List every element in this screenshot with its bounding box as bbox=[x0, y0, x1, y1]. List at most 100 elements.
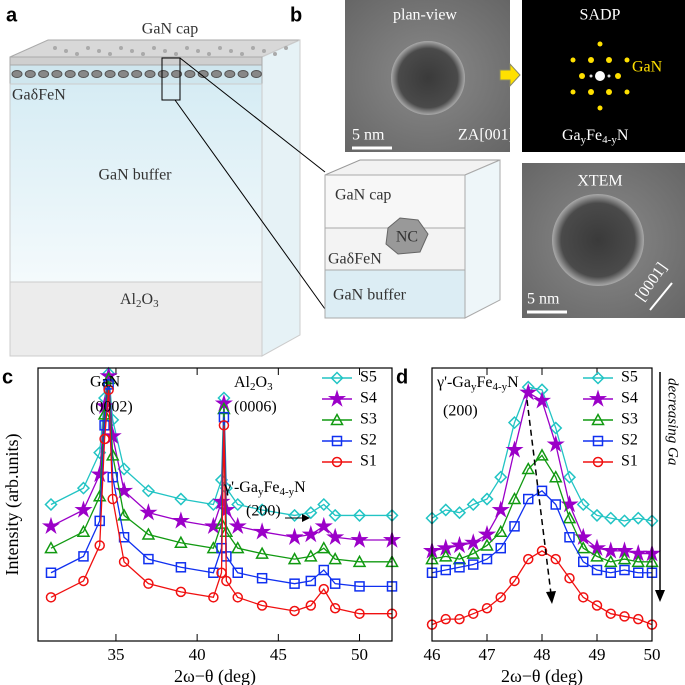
layer-label: GaN cap bbox=[142, 21, 198, 38]
marker bbox=[536, 545, 548, 557]
spot bbox=[624, 57, 630, 63]
marker bbox=[605, 567, 616, 578]
cap-dot bbox=[240, 52, 244, 56]
arrow bbox=[499, 62, 521, 88]
spot bbox=[606, 89, 612, 95]
marker bbox=[590, 549, 604, 562]
marker bbox=[232, 592, 243, 603]
marker bbox=[288, 508, 302, 522]
nanocrystal bbox=[197, 70, 209, 78]
marker bbox=[255, 546, 269, 559]
spot bbox=[606, 57, 612, 63]
cap-layer bbox=[324, 174, 466, 229]
nanocrystal bbox=[385, 217, 429, 255]
marker bbox=[354, 581, 365, 592]
marker bbox=[317, 541, 331, 554]
text-part: N bbox=[617, 127, 629, 144]
marker bbox=[329, 602, 341, 614]
block-side bbox=[464, 159, 501, 319]
x-tick-label: 47 bbox=[479, 645, 497, 664]
panel-label: a bbox=[6, 4, 18, 26]
marker bbox=[256, 600, 268, 611]
cap-dot bbox=[262, 49, 266, 53]
x-tick-label: 40 bbox=[189, 645, 206, 664]
marker bbox=[519, 383, 538, 401]
marker bbox=[103, 426, 122, 444]
series-line bbox=[431, 550, 653, 626]
text-part: N bbox=[294, 479, 306, 496]
marker bbox=[631, 511, 645, 525]
legend-marker bbox=[588, 389, 608, 407]
legend-label: S4 bbox=[360, 390, 377, 407]
marker bbox=[535, 448, 549, 461]
marker bbox=[329, 578, 341, 589]
marker bbox=[117, 508, 131, 521]
marker bbox=[468, 608, 479, 619]
text-part: Fe bbox=[586, 127, 602, 144]
marker bbox=[509, 521, 520, 532]
marker bbox=[141, 484, 155, 498]
marker bbox=[305, 600, 317, 611]
legend-marker bbox=[592, 456, 604, 468]
marker bbox=[141, 527, 156, 540]
nanocrystal-row bbox=[11, 46, 288, 78]
legend-label: S4 bbox=[621, 390, 638, 407]
legend-label: S2 bbox=[360, 432, 377, 449]
marker bbox=[228, 516, 247, 535]
layer-label: NC bbox=[396, 229, 418, 246]
nanocrystal bbox=[211, 70, 222, 78]
cap-dot bbox=[185, 46, 189, 50]
side-face bbox=[261, 39, 301, 357]
cap-dot bbox=[251, 46, 255, 50]
marker bbox=[633, 613, 644, 625]
nanocrystal bbox=[131, 70, 143, 78]
nanocrystal bbox=[51, 70, 63, 78]
plot-frame bbox=[37, 367, 393, 642]
cap-dot bbox=[108, 52, 112, 56]
marker bbox=[74, 500, 93, 518]
marker bbox=[523, 553, 534, 565]
y-axis-title: Intensity (arb.units) bbox=[2, 434, 23, 576]
marker bbox=[139, 503, 158, 521]
marker bbox=[255, 503, 269, 517]
cap-dot bbox=[75, 52, 79, 56]
text-part: 4-y bbox=[279, 486, 294, 498]
marker bbox=[301, 525, 320, 543]
marker bbox=[617, 552, 632, 565]
marker bbox=[289, 605, 300, 617]
panel-a: a GaN cap GaδFeN GaN buffer Al2O3 bbox=[6, 4, 331, 357]
layer-label: GaN buffer bbox=[333, 287, 407, 304]
text-part: 4-y bbox=[602, 134, 617, 146]
marker bbox=[304, 549, 318, 562]
nanocrystal bbox=[224, 70, 236, 78]
image-label: plan-view bbox=[393, 7, 457, 24]
marker bbox=[78, 551, 89, 562]
x-tick-label: 49 bbox=[589, 645, 606, 664]
panel-label: d bbox=[396, 366, 408, 388]
marker bbox=[90, 464, 109, 483]
legend-marker bbox=[330, 371, 344, 385]
marker bbox=[564, 572, 575, 584]
legend-marker bbox=[591, 412, 605, 426]
marker bbox=[171, 511, 190, 529]
marker bbox=[103, 379, 114, 390]
marker bbox=[440, 564, 451, 576]
cap-dot bbox=[97, 49, 101, 53]
image-label: XTEM bbox=[577, 173, 622, 190]
scale-label: 5 nm bbox=[527, 291, 560, 308]
panel-b: b plan-view 5 nm ZA[001] SADP GaN GayFe4… bbox=[290, 0, 685, 319]
x-axis-title: 2ω−θ (deg) bbox=[501, 666, 583, 685]
marker bbox=[285, 527, 304, 545]
marker bbox=[578, 592, 589, 603]
marker bbox=[562, 511, 577, 524]
nanocrystal bbox=[38, 70, 50, 78]
marker bbox=[523, 493, 534, 505]
marker bbox=[495, 542, 506, 554]
marker bbox=[208, 567, 219, 578]
nanocrystal bbox=[64, 70, 76, 78]
marker bbox=[495, 592, 506, 603]
marker bbox=[94, 540, 105, 551]
annotation: (0006) bbox=[234, 399, 277, 416]
marker bbox=[318, 564, 330, 576]
legend-label: S5 bbox=[621, 369, 638, 386]
